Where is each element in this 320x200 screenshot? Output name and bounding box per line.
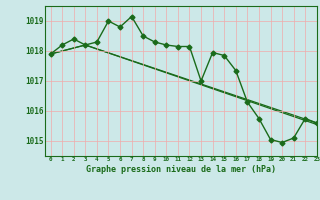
X-axis label: Graphe pression niveau de la mer (hPa): Graphe pression niveau de la mer (hPa) — [86, 165, 276, 174]
